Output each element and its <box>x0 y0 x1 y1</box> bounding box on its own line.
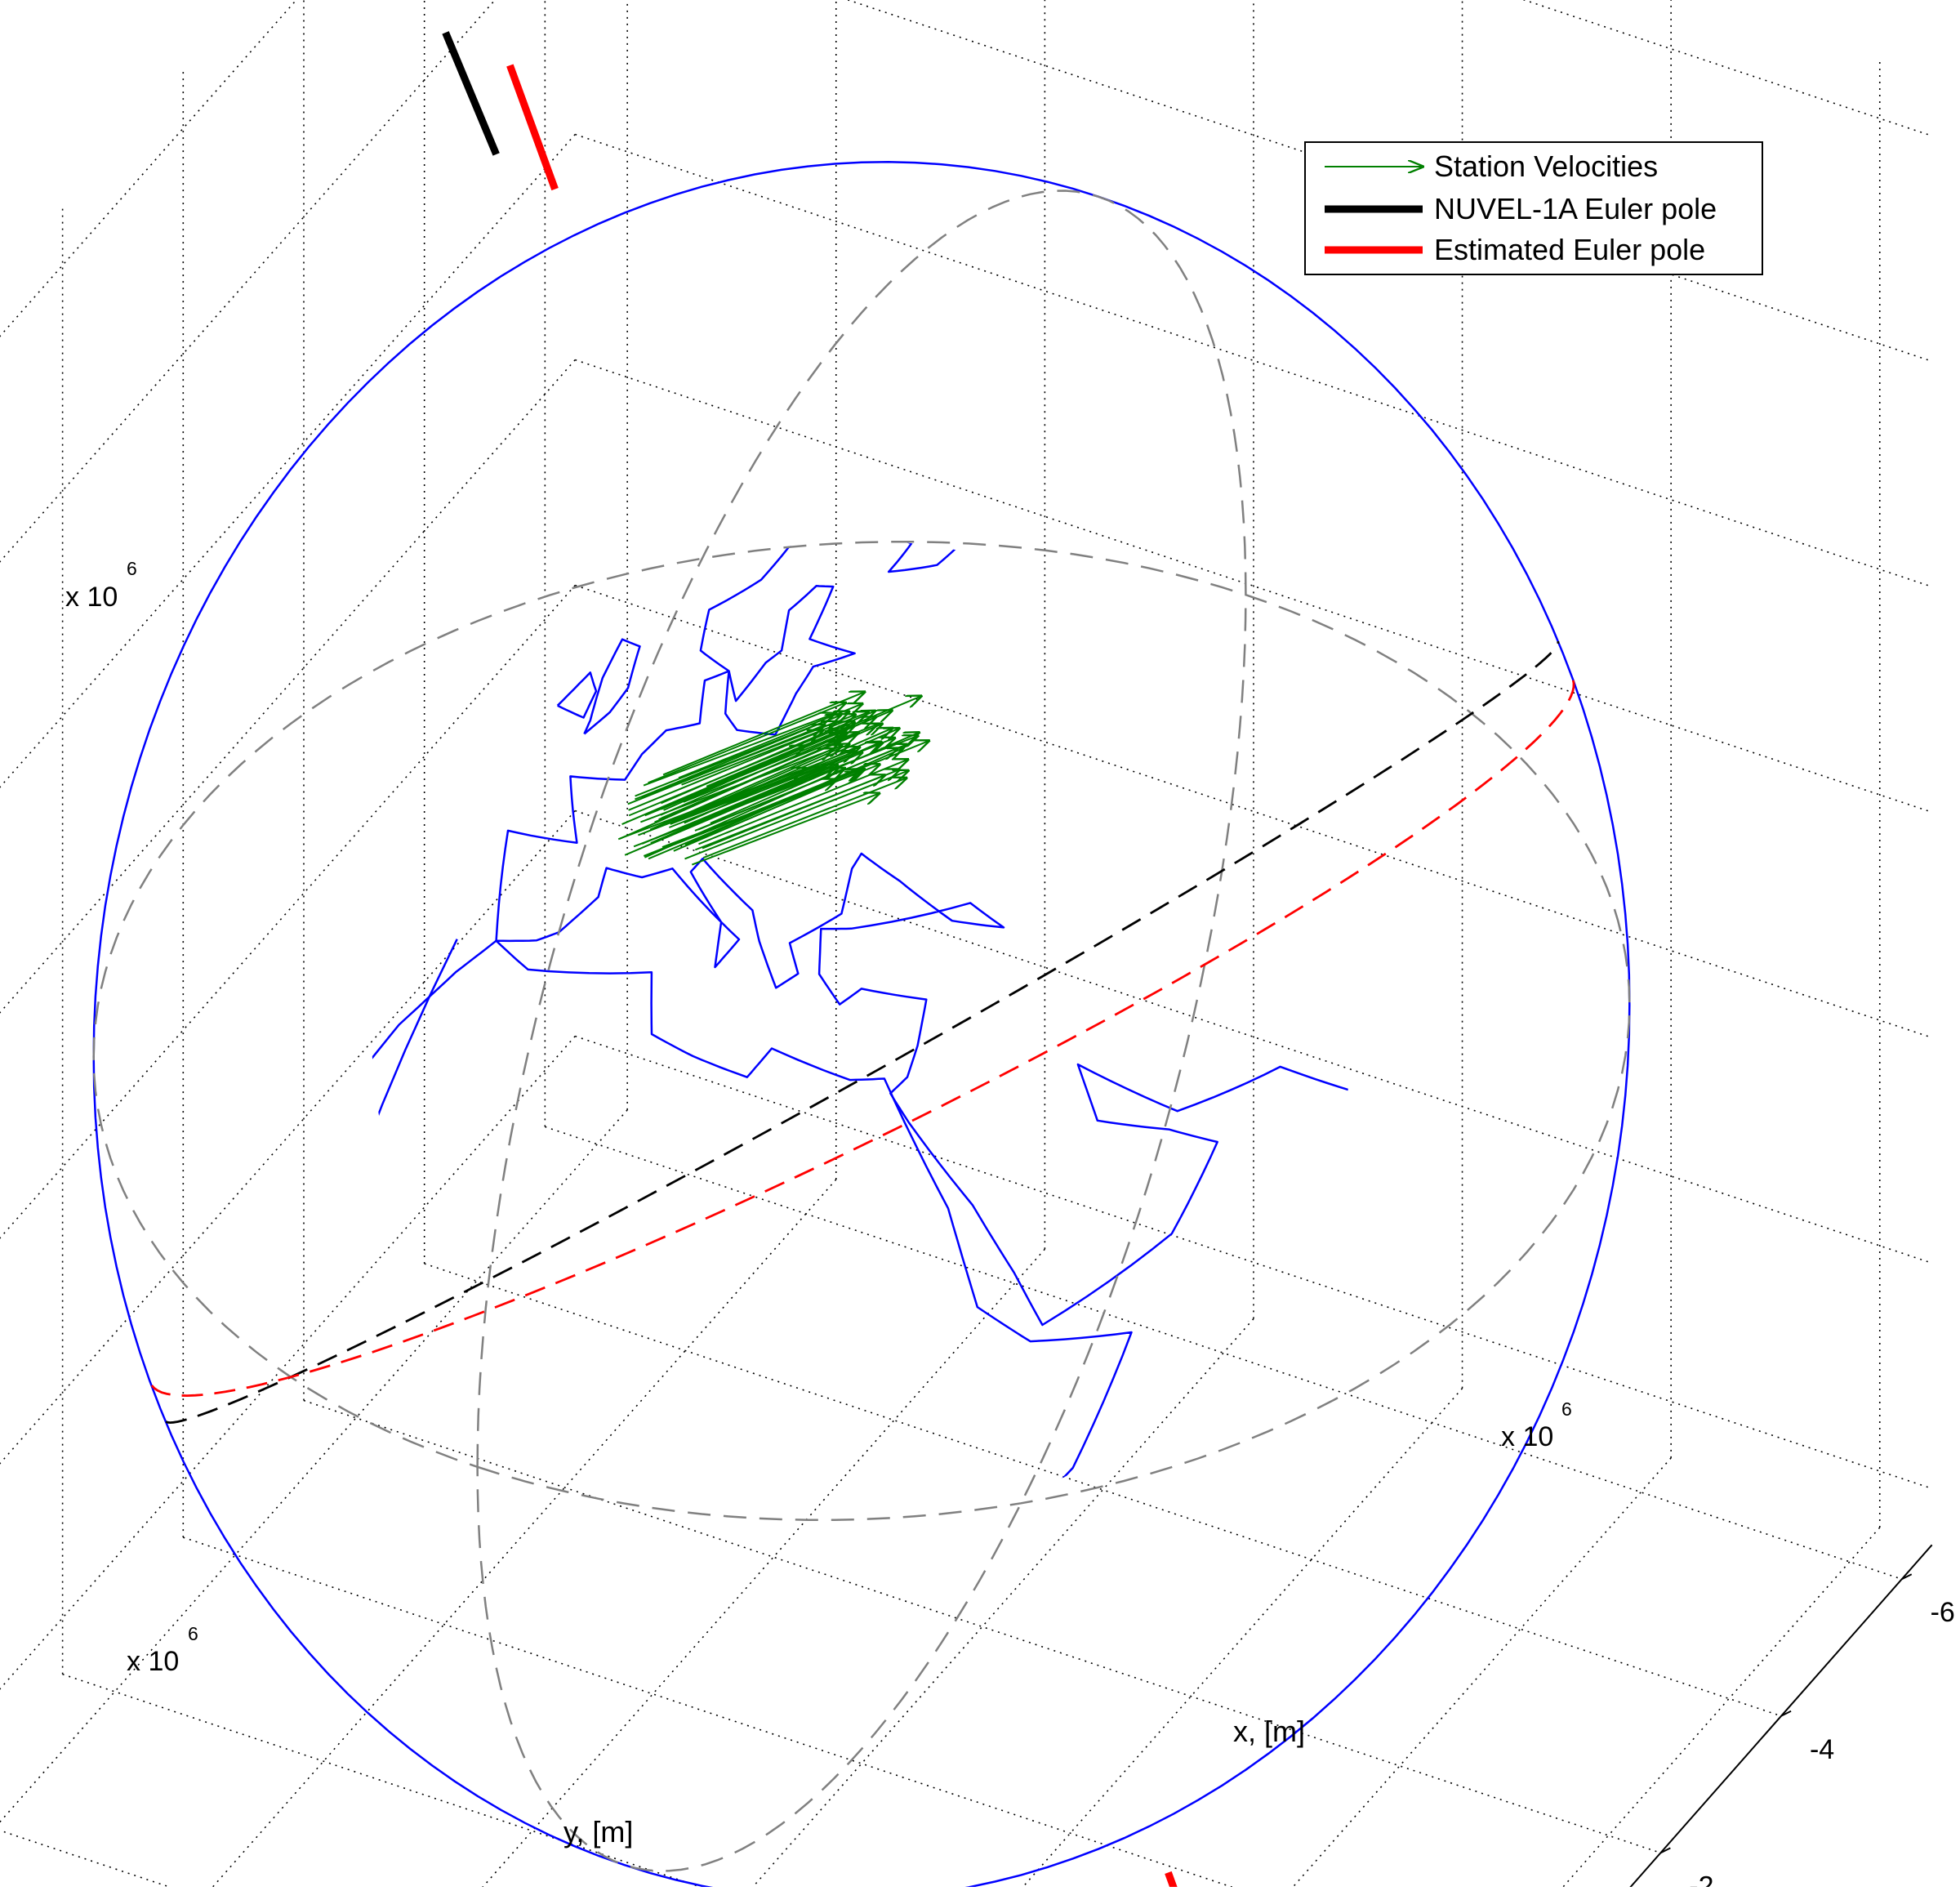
x-tick-label: -4 <box>1810 1734 1834 1765</box>
x-tick <box>1659 1847 1671 1854</box>
x-tick-label: -6 <box>1931 1597 1955 1628</box>
velocity-arrow <box>644 769 844 859</box>
x-tick <box>1901 1573 1913 1581</box>
station-velocities <box>617 692 929 866</box>
grid-line <box>748 1318 1254 1891</box>
grid-line <box>545 1126 1902 1580</box>
x-multiplier-base: x 10 <box>1501 1421 1553 1452</box>
y-multiplier: x 10 6 <box>127 1623 198 1677</box>
velocity-arrow <box>643 714 835 787</box>
grid-line <box>424 1263 1782 1717</box>
coastlines <box>372 318 1352 1759</box>
grid-line <box>0 0 497 563</box>
legend-label-estimated: Estimated Euler pole <box>1434 233 1705 266</box>
equator-circle <box>92 541 1631 1521</box>
velocity-arrow <box>661 711 875 805</box>
grid-line <box>1558 1527 1881 1891</box>
grid-line <box>0 1036 576 1690</box>
velocity-arrow <box>678 704 862 779</box>
x-axis-line <box>1625 1544 1933 1891</box>
velocity-arrow <box>617 769 805 841</box>
euler-poles <box>442 31 1179 1891</box>
meridian-circle <box>476 190 1247 1872</box>
x-axis-label: x, [m] <box>1233 1715 1305 1748</box>
grid-line <box>183 1536 1246 1891</box>
grid-line <box>575 1035 1932 1490</box>
coastline-path <box>556 671 598 719</box>
coastline-path <box>491 318 781 485</box>
coastline-path <box>1030 1635 1114 1759</box>
grid-line <box>208 1179 837 1891</box>
nuvel-equator <box>165 641 1560 1425</box>
legend-label-nuvel: NUVEL-1A Euler pole <box>1434 192 1717 225</box>
velocity-arrow <box>628 730 823 811</box>
grid-line <box>1018 1388 1463 1891</box>
velocity-arrow <box>673 769 864 852</box>
x-tick-label: -2 <box>1689 1871 1713 1887</box>
velocity-arrow <box>702 775 884 850</box>
grid-line <box>0 1830 184 1891</box>
coastline-path <box>372 939 458 1369</box>
z-multiplier: x 10 6 <box>65 558 137 613</box>
velocity-arrow <box>691 793 879 866</box>
coastline-path <box>495 541 1352 1327</box>
x-multiplier: x 10 6 <box>1501 1398 1572 1452</box>
globe <box>92 161 1631 1891</box>
nuvel-pole-north <box>442 31 500 156</box>
x-tick <box>1780 1710 1792 1717</box>
velocity-arrow <box>648 702 846 784</box>
velocity-arrow <box>641 768 824 845</box>
reference-circles <box>92 190 1631 1872</box>
velocity-arrow <box>621 746 805 825</box>
grid-line <box>1288 1457 1672 1891</box>
velocity-arrow <box>681 712 869 786</box>
axis-ticks: -6-6-6-4-4-4-2-2-2000222444666 <box>1659 1573 1955 1891</box>
coastline-path <box>372 939 1133 1521</box>
estimated-pole-north <box>506 64 559 191</box>
x-multiplier-exponent: 6 <box>1561 1398 1572 1420</box>
velocity-arrow <box>638 751 855 836</box>
globe-outline <box>92 161 1631 1891</box>
legend-label-velocities: Station Velocities <box>1434 149 1658 183</box>
velocity-arrow <box>660 734 845 816</box>
velocity-arrow <box>702 778 906 859</box>
grid-line <box>62 1673 715 1891</box>
velocity-arrow <box>684 771 908 860</box>
velocity-arrow <box>684 729 899 824</box>
grid-line <box>0 810 576 1465</box>
velocity-arrow <box>670 738 895 825</box>
grid-line <box>0 359 576 1014</box>
y-axis-label: y, [m] <box>564 1815 633 1849</box>
y-multiplier-exponent: 6 <box>188 1623 198 1644</box>
velocity-arrow <box>641 715 855 799</box>
grid-line <box>0 0 297 337</box>
z-multiplier-exponent: 6 <box>127 558 137 579</box>
coastline-path <box>595 541 642 550</box>
estimated-pole-south <box>1165 1871 1179 1891</box>
grid-line <box>0 134 576 788</box>
legend: Station Velocities NUVEL-1A Euler pole E… <box>1304 141 1763 275</box>
coastline-path <box>583 638 641 735</box>
velocity-arrow <box>639 746 841 823</box>
grid-line <box>0 585 576 1239</box>
velocity-arrow <box>698 760 907 845</box>
grid-line <box>0 1109 628 1823</box>
velocity-arrow <box>644 734 844 817</box>
euler-equators <box>150 641 1575 1425</box>
grid-line <box>303 1399 1661 1854</box>
z-multiplier-base: x 10 <box>65 582 118 613</box>
y-multiplier-base: x 10 <box>127 1646 179 1677</box>
grid-line <box>478 1248 1045 1891</box>
